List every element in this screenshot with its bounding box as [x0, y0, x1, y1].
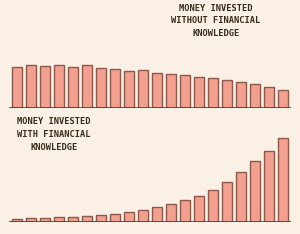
- Bar: [194, 77, 204, 108]
- Bar: [208, 78, 218, 108]
- Bar: [124, 212, 134, 222]
- Bar: [124, 71, 134, 108]
- Bar: [54, 217, 64, 222]
- Bar: [250, 84, 260, 108]
- Bar: [12, 219, 22, 222]
- Bar: [208, 190, 218, 222]
- Bar: [166, 74, 176, 108]
- Text: MONEY INVESTED
WITH FINANCIAL
KNOWLEDGE: MONEY INVESTED WITH FINANCIAL KNOWLEDGE: [17, 117, 91, 152]
- Bar: [236, 172, 246, 222]
- Bar: [222, 80, 232, 108]
- Bar: [180, 75, 190, 108]
- Bar: [96, 215, 106, 222]
- Bar: [26, 218, 36, 222]
- Bar: [26, 65, 36, 108]
- Bar: [264, 87, 274, 108]
- Bar: [278, 138, 288, 222]
- Bar: [110, 69, 120, 108]
- Bar: [40, 66, 50, 108]
- Bar: [152, 207, 162, 222]
- Bar: [96, 68, 106, 108]
- Bar: [40, 218, 50, 222]
- Bar: [236, 82, 246, 108]
- Bar: [82, 65, 92, 108]
- Bar: [68, 217, 78, 222]
- Bar: [138, 70, 148, 108]
- Bar: [138, 210, 148, 222]
- Text: MONEY INVESTED
WITHOUT FINANCIAL
KNOWLEDGE: MONEY INVESTED WITHOUT FINANCIAL KNOWLED…: [171, 4, 261, 38]
- Bar: [82, 216, 92, 222]
- Bar: [250, 161, 260, 222]
- Bar: [194, 196, 204, 222]
- Bar: [222, 182, 232, 222]
- Bar: [68, 67, 78, 108]
- Bar: [152, 73, 162, 108]
- Bar: [264, 150, 274, 222]
- Bar: [12, 67, 22, 108]
- Bar: [180, 201, 190, 222]
- Bar: [110, 214, 120, 222]
- Bar: [166, 204, 176, 222]
- Bar: [278, 91, 288, 108]
- Bar: [54, 65, 64, 108]
